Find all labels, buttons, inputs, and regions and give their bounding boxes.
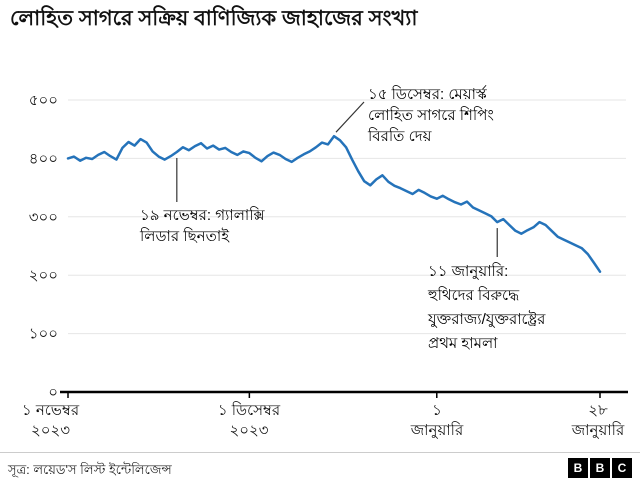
x-axis-label-line: ২৮: [588, 402, 608, 419]
x-axis-label-line: জানুয়ারি: [571, 422, 625, 439]
bbc-logo-letter: B: [590, 458, 610, 478]
bbc-logo-letter: B: [568, 458, 588, 478]
annotation-line: লিডার ছিনতাই: [140, 228, 230, 245]
series-line: [66, 134, 602, 273]
annotation-strikes: ১১ জানুয়ারি: হুথিদের বিরুদ্ধে যুক্তরাজ্…: [428, 260, 545, 356]
bbc-logo-letter: C: [612, 458, 632, 478]
x-axis-label-dec1: ১ ডিসেম্বর ২০২৩: [189, 401, 309, 441]
annotation-line: যুক্তরাজ্য/যুক্তরাষ্ট্রের: [428, 311, 546, 328]
x-axis-label-line: ১: [432, 402, 442, 419]
x-axis-label-jan1: ১ জানুয়ারি: [387, 401, 487, 441]
x-axis-label-line: ২০২৩: [30, 422, 70, 439]
annotation-line: লোহিত সাগরে শিপিং: [368, 107, 494, 124]
x-axis-label-line: ১ ডিসেম্বর: [217, 402, 281, 419]
x-axis-label-line: জানুয়ারি: [410, 422, 464, 439]
annotation-line: বিরতি দেয়: [368, 128, 432, 145]
annotation-line: ১৫ ডিসেম্বর: মেয়ার্স্ক: [368, 86, 487, 103]
y-axis-label: ৪০০: [29, 150, 58, 167]
annotation-galaxy-leader: ১৯ নভেম্বর: গ্যালাক্সি লিডার ছিনতাই: [140, 205, 265, 247]
annotation-line: হুথিদের বিরুদ্ধে: [428, 287, 520, 304]
y-axis-label: ৩০০: [29, 209, 58, 226]
annotation-line: ১১ জানুয়ারি:: [428, 263, 509, 280]
annotation-line: প্রথম হামলা: [428, 335, 498, 352]
x-axis-label-line: ১ নভেম্বর: [21, 402, 80, 419]
annotation-line: ১৯ নভেম্বর: গ্যালাক্সি: [140, 207, 265, 224]
bbc-logo: B B C: [568, 458, 632, 478]
chart-title: লোহিত সাগরে সক্রিয় বাণিজ্যিক জাহাজের সং…: [10, 7, 418, 30]
y-axis-label: ১০০: [29, 326, 58, 343]
annotation-maersk: ১৫ ডিসেম্বর: মেয়ার্স্ক লোহিত সাগরে শিপি…: [368, 84, 494, 147]
x-axis-label-line: ২০২৩: [229, 422, 269, 439]
x-axis-label-jan28: ২৮ জানুয়ারি: [558, 401, 638, 441]
annotation-pointer-maersk: [335, 101, 365, 133]
footer-divider: [0, 452, 640, 453]
y-axis-label: ৫০০: [29, 92, 58, 109]
x-axis-label-nov1: ১ নভেম্বর ২০২৩: [8, 401, 93, 441]
y-axis-label: ২০০: [29, 267, 58, 284]
source-text: সূত্র: লয়েড'স লিস্ট ইন্টেলিজেন্স: [8, 462, 172, 477]
y-axis-label: ০: [48, 384, 58, 401]
